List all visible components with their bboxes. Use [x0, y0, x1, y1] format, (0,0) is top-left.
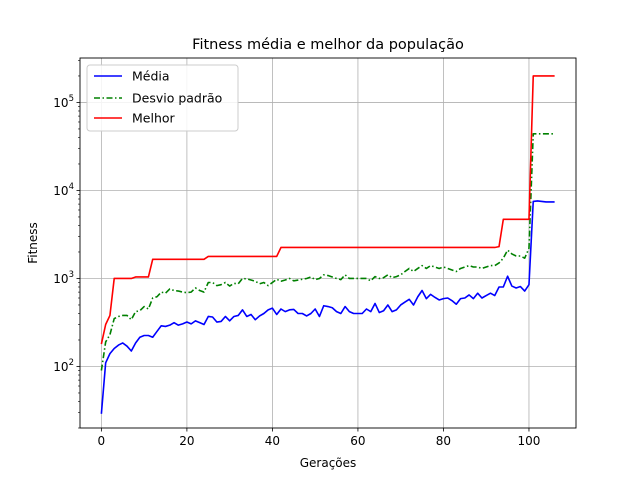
chart-title: Fitness média e melhor da população — [192, 37, 464, 53]
series-line-melhor — [100, 75, 555, 345]
x-tick-label: 60 — [350, 434, 365, 448]
y-tick-label: 102 — [53, 358, 74, 374]
legend-label-desvio-padrao: Desvio padrão — [132, 91, 222, 106]
y-axis-label: Fitness — [26, 222, 40, 264]
legend-box — [86, 64, 239, 132]
series-line-desvio-padrao — [100, 133, 555, 371]
x-tick-label: 0 — [98, 434, 106, 448]
legend: Média Desvio padrão Melhor — [86, 64, 239, 132]
legend-label-media: Média — [132, 69, 170, 84]
series-line-media — [100, 200, 555, 414]
plot-frame — [79, 57, 577, 429]
legend-label-melhor: Melhor — [132, 111, 176, 126]
y-tick-label: 104 — [53, 182, 74, 198]
x-axis-label: Gerações — [300, 456, 357, 470]
y-tick-label: 105 — [53, 94, 74, 110]
y-tick-label: 103 — [53, 270, 74, 286]
x-tick-label: 20 — [179, 434, 194, 448]
grid — [80, 58, 576, 428]
x-tick-label: 80 — [436, 434, 451, 448]
axes-ticks: 0 20 40 60 80 100 102 103 104 105 — [53, 60, 540, 448]
x-tick-label: 40 — [265, 434, 280, 448]
x-tick-label: 100 — [518, 434, 541, 448]
series-group — [100, 75, 555, 414]
